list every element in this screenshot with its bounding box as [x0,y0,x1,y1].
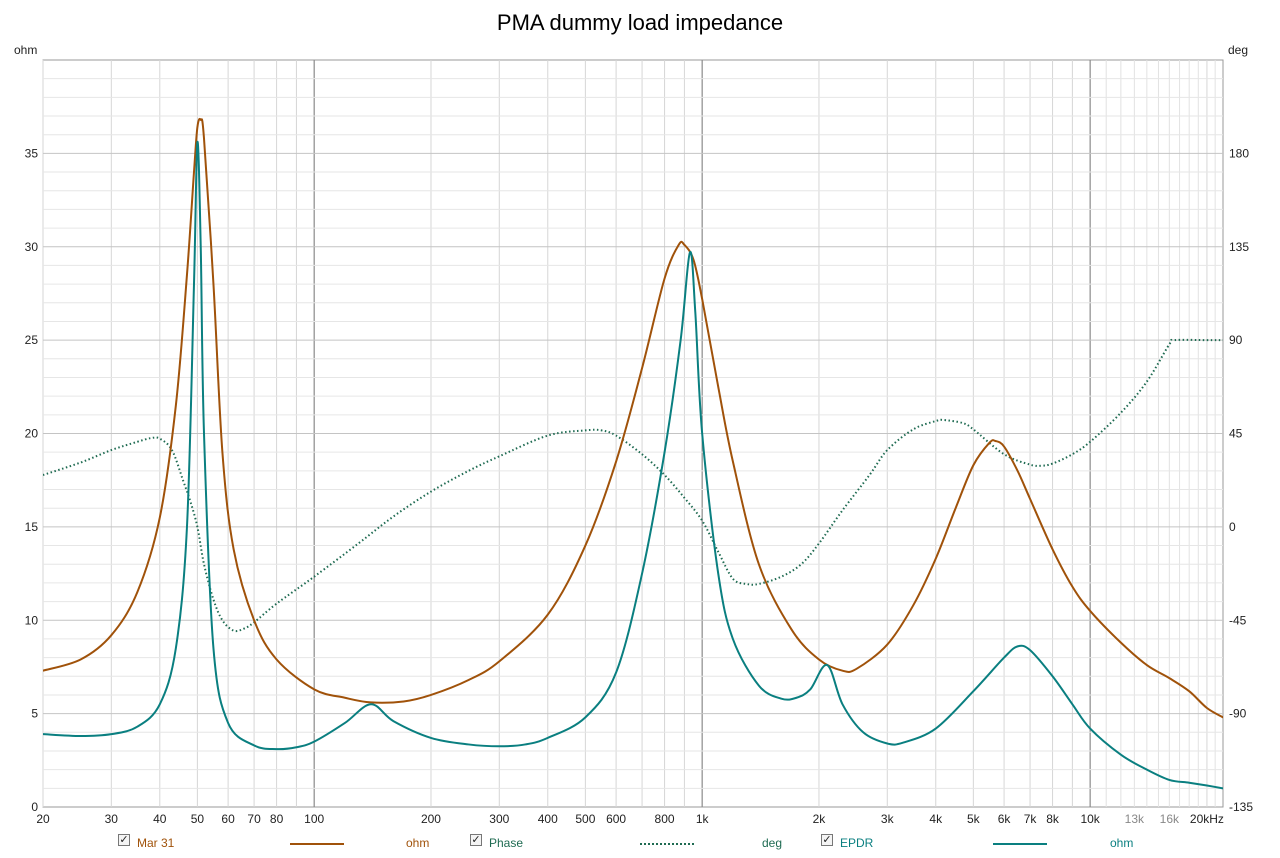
x-tick-label: 4k [929,812,943,826]
y-left-tick-label: 20 [25,427,39,441]
legend-checkbox-epdr[interactable]: ✓ [821,834,833,846]
x-tick-label: 20kHz [1190,812,1224,826]
y-left-tick-label: 35 [25,146,39,160]
axis-ticks: 20 30 40 50 60 70 80 100 200 300 400 500 600 800 1k 2k 3… [25,146,1254,826]
y-right-tick-label: 45 [1229,427,1243,441]
y-right-tick-label: -90 [1229,707,1247,721]
x-tick-label: 6k [998,812,1012,826]
x-tick-label: 70 [247,812,261,826]
x-tick-label: 80 [270,812,284,826]
y-right-tick-label: 180 [1229,146,1249,160]
legend-swatch-mar31 [290,843,344,845]
y-left-tick-label: 25 [25,333,39,347]
legend-label-mar31: Mar 31 [137,836,175,850]
x-tick-label: 600 [606,812,626,826]
y-left-tick-label: 0 [31,800,38,814]
grid [42,60,1223,807]
series-line-epdr [43,141,1223,790]
series-layer [43,117,1223,790]
left-axis-label: ohm [14,43,37,57]
y-right-tick-label: -45 [1229,613,1247,627]
y-right-tick-label: -135 [1229,800,1253,814]
x-tick-label: 300 [489,812,509,826]
x-tick-label: 40 [153,812,167,826]
series-line-mar-31 [43,117,1223,719]
x-tick-label: 10k [1080,812,1100,826]
legend-unit-mar31: ohm [406,836,430,850]
x-tick-label: 200 [421,812,441,826]
x-tick-label: 100 [304,812,324,826]
legend-checkbox-phase[interactable]: ✓ [470,834,482,846]
x-tick-label: 30 [105,812,119,826]
legend-swatch-epdr [993,843,1047,845]
y-left-tick-label: 5 [31,707,38,721]
legend-unit-epdr: ohm [1110,836,1134,850]
y-left-tick-label: 15 [25,520,39,534]
x-tick-label: 1k [696,812,710,826]
x-tick-label: 500 [575,812,595,826]
legend-label-phase: Phase [489,836,524,850]
legend-unit-phase: deg [762,836,783,850]
x-tick-label: 13k [1125,812,1145,826]
x-tick-label: 2k [813,812,827,826]
impedance-chart: PMA dummy load impedance ohm deg 20 30 40 5… [14,10,1254,826]
x-tick-label: 7k [1024,812,1038,826]
y-right-tick-label: 135 [1229,240,1249,254]
y-right-tick-label: 90 [1229,333,1243,347]
y-right-tick-label: 0 [1229,520,1236,534]
x-tick-label: 8k [1046,812,1060,826]
chart-title: PMA dummy load impedance [497,10,783,35]
legend: ✓ Mar 31 ohm ✓ Phase deg ✓ EPDR ohm [0,832,1280,856]
x-tick-label: 50 [191,812,205,826]
x-tick-label: 5k [967,812,981,826]
x-tick-label: 400 [538,812,558,826]
legend-checkbox-mar31[interactable]: ✓ [118,834,130,846]
y-left-tick-label: 30 [25,240,39,254]
x-tick-label: 60 [221,812,235,826]
series-line-phase [43,338,1223,633]
x-tick-label: 3k [881,812,895,826]
legend-label-epdr: EPDR [840,836,874,850]
x-tick-label: 20 [36,812,50,826]
legend-swatch-phase [640,843,694,845]
x-tick-label: 800 [655,812,675,826]
y-left-tick-label: 10 [25,613,39,627]
right-axis-label: deg [1228,43,1248,57]
x-tick-label: 16k [1160,812,1180,826]
